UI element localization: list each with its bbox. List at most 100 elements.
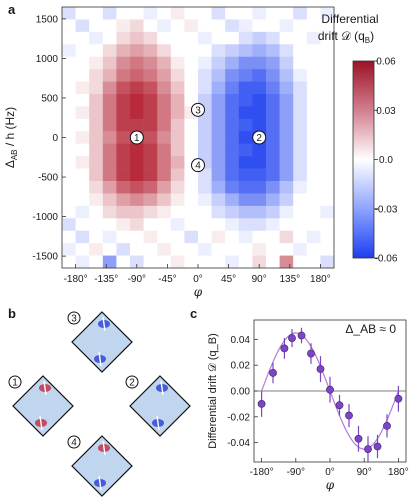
heatmap-cell bbox=[62, 94, 76, 107]
x-tick-label: -45° bbox=[158, 274, 176, 285]
heatmap-cell bbox=[306, 168, 321, 182]
heatmap-cell bbox=[143, 44, 158, 58]
heatmap-cell bbox=[102, 243, 117, 256]
heatmap-cell bbox=[306, 19, 321, 33]
heatmap-cell bbox=[266, 131, 280, 145]
heatmap-cell bbox=[225, 168, 240, 182]
heatmap-cell bbox=[184, 230, 199, 244]
heatmap-cell bbox=[170, 255, 185, 269]
heatmap-cell bbox=[184, 118, 199, 132]
heatmap-cell bbox=[320, 218, 335, 232]
line-plot-x-axis-label: φ bbox=[326, 478, 335, 492]
heatmap-cell bbox=[198, 218, 212, 232]
heatmap-cell bbox=[130, 168, 144, 182]
x-tick-label: -180° bbox=[64, 274, 88, 285]
heatmap-cell bbox=[266, 44, 280, 58]
lattice-diamond bbox=[71, 311, 133, 373]
heatmap-cell bbox=[184, 243, 199, 256]
heatmap-cell bbox=[143, 19, 158, 33]
heatmap-cell bbox=[306, 193, 321, 207]
lattice-diagrams: 3 1 2 4 bbox=[8, 311, 191, 497]
heatmap-cell bbox=[293, 143, 308, 157]
heatmap-cell bbox=[143, 106, 158, 120]
heatmap-cell bbox=[293, 69, 308, 82]
colorbar-tick-label: -0.06 bbox=[375, 254, 398, 265]
heatmap-cell bbox=[184, 44, 199, 58]
heatmap-cell bbox=[306, 118, 321, 132]
heatmap-cell bbox=[143, 156, 158, 169]
heatmap-cell bbox=[252, 181, 267, 194]
heatmap-cell bbox=[306, 230, 321, 244]
heatmap-cell bbox=[130, 230, 144, 244]
heatmap-cell bbox=[157, 81, 172, 95]
heatmap-cell bbox=[62, 230, 76, 244]
heatmap-cell bbox=[252, 56, 267, 70]
heatmap-cell bbox=[198, 243, 212, 256]
heatmap-cell bbox=[293, 205, 308, 219]
heatmap-cell bbox=[252, 69, 267, 82]
heatmap-cell bbox=[62, 131, 76, 145]
lattice-label-circle bbox=[125, 375, 139, 389]
heatmap-cell bbox=[102, 118, 117, 132]
heatmap-cell bbox=[62, 193, 76, 207]
heatmap-cell bbox=[279, 118, 294, 132]
heatmap-cell bbox=[130, 156, 144, 169]
heatmap-cell bbox=[279, 7, 294, 20]
lattice-2: 2 bbox=[125, 375, 191, 437]
heatmap-cell bbox=[252, 193, 267, 207]
heatmap-cell bbox=[266, 168, 280, 182]
data-point bbox=[288, 334, 296, 342]
heatmap-cell bbox=[225, 118, 240, 132]
heatmap-cell bbox=[252, 44, 267, 58]
wavepacket-streak bbox=[98, 351, 102, 367]
heatmap-cell bbox=[293, 118, 308, 132]
heatmap-cell bbox=[306, 131, 321, 145]
heatmap-cell bbox=[62, 81, 76, 95]
heatmap-cell bbox=[102, 181, 117, 194]
heatmap-cell bbox=[143, 255, 158, 269]
heatmap-cell bbox=[75, 19, 90, 33]
heatmap-cell bbox=[279, 156, 294, 169]
heatmap-cell bbox=[75, 118, 90, 132]
heatmap-cell bbox=[75, 56, 90, 70]
y-tick-label: -0.04 bbox=[227, 438, 250, 449]
x-tick-label: 45° bbox=[221, 274, 236, 285]
heatmap-cell bbox=[102, 230, 117, 244]
data-point bbox=[316, 365, 325, 373]
marker-label-2: 2 bbox=[256, 133, 262, 144]
heatmap-cell bbox=[75, 94, 90, 107]
heatmap-cell bbox=[89, 69, 104, 82]
lattice-label-circle bbox=[8, 375, 22, 389]
heatmap-cell bbox=[75, 81, 90, 95]
heatmap-cell bbox=[238, 19, 253, 33]
heatmap-cell bbox=[143, 205, 158, 219]
heatmap-cell bbox=[266, 181, 280, 194]
data-point bbox=[373, 442, 382, 451]
heatmap-cell bbox=[116, 181, 131, 194]
heatmap-cell bbox=[116, 81, 131, 95]
marker-circle-3 bbox=[191, 102, 205, 117]
lattice-3: 3 bbox=[67, 311, 133, 373]
heatmap-cell bbox=[279, 106, 294, 120]
heatmap-cell bbox=[170, 81, 185, 95]
heatmap-cell bbox=[130, 205, 144, 219]
heatmap-cell bbox=[170, 193, 185, 207]
heatmap-cell bbox=[225, 181, 240, 194]
heatmap-cell bbox=[157, 19, 172, 33]
heatmap-cell bbox=[238, 230, 253, 244]
heatmap-cell bbox=[143, 7, 158, 20]
heatmap-cell bbox=[62, 56, 76, 70]
heatmap-cell bbox=[116, 243, 131, 256]
y-tick-label: 0.00 bbox=[231, 387, 251, 398]
heatmap-cell bbox=[143, 143, 158, 157]
heatmap-cell bbox=[102, 81, 117, 95]
heatmap-cell bbox=[306, 255, 321, 269]
heatmap-cell bbox=[198, 118, 212, 132]
heatmap-cell bbox=[89, 230, 104, 244]
heatmap-cell bbox=[293, 193, 308, 207]
colorbar-title-line2: drift 𝒟 (qB) bbox=[318, 29, 374, 45]
y-tick-label: -1000 bbox=[32, 212, 58, 223]
heatmap-cell bbox=[62, 218, 76, 232]
heatmap-cell bbox=[75, 143, 90, 157]
heatmap-cell bbox=[238, 168, 253, 182]
